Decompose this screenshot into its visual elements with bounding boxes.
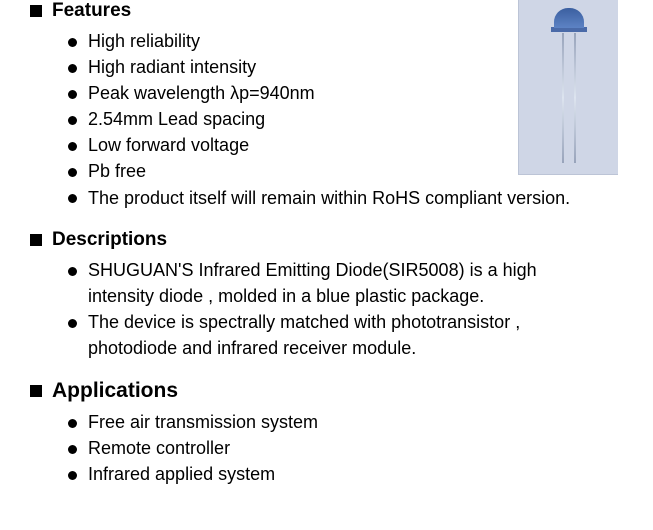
list-item: SHUGUAN'S Infrared Emitting Diode(SIR500… xyxy=(68,257,633,309)
square-bullet-icon xyxy=(30,234,42,246)
list-item: Pb free xyxy=(68,158,633,184)
list-item: Low forward voltage xyxy=(68,132,633,158)
square-bullet-icon xyxy=(30,5,42,17)
applications-heading-text: Applications xyxy=(52,379,178,403)
features-list: High reliability High radiant intensity … xyxy=(30,28,633,211)
list-item: Infrared applied system xyxy=(68,461,633,487)
applications-section: Applications Free air transmission syste… xyxy=(30,379,633,487)
descriptions-heading: Descriptions xyxy=(30,229,633,251)
square-bullet-icon xyxy=(30,385,42,397)
list-item: Peak wavelength λp=940nm xyxy=(68,80,633,106)
descriptions-section: Descriptions SHUGUAN'S Infrared Emitting… xyxy=(30,229,633,361)
list-item: Remote controller xyxy=(68,435,633,461)
features-section: Features High reliability High radiant i… xyxy=(30,0,633,211)
list-item: The product itself will remain within Ro… xyxy=(68,185,633,211)
applications-list: Free air transmission system Remote cont… xyxy=(30,409,633,487)
list-item: High reliability xyxy=(68,28,633,54)
descriptions-list: SHUGUAN'S Infrared Emitting Diode(SIR500… xyxy=(30,257,633,361)
list-item: The device is spectrally matched with ph… xyxy=(68,309,633,361)
descriptions-heading-text: Descriptions xyxy=(52,229,167,251)
list-item: 2.54mm Lead spacing xyxy=(68,106,633,132)
features-heading-text: Features xyxy=(52,0,131,22)
applications-heading: Applications xyxy=(30,379,633,403)
document-body: Features High reliability High radiant i… xyxy=(0,0,653,487)
list-item: High radiant intensity xyxy=(68,54,633,80)
list-item: Free air transmission system xyxy=(68,409,633,435)
led-head-icon xyxy=(554,8,584,28)
